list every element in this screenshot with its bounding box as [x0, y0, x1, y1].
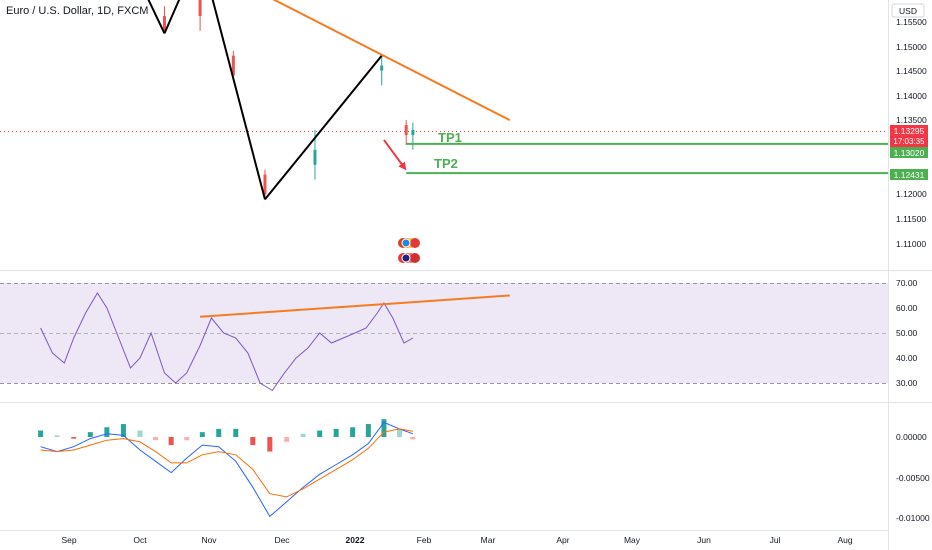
macd-axis[interactable]: 0.00000 -0.00500 -0.01000 — [896, 432, 930, 523]
rsi-tick: 50.00 — [896, 328, 918, 338]
event-flag-icon[interactable] — [401, 238, 411, 248]
zigzag-segment[interactable] — [264, 55, 383, 201]
time-label: 2022 — [346, 535, 365, 545]
price-axis[interactable]: USD 1.15500 1.15000 1.14500 1.14000 1.13… — [890, 3, 928, 249]
macd-line — [40, 421, 414, 518]
price-tick: 1.14000 — [896, 91, 927, 101]
target-levels[interactable] — [383, 139, 888, 175]
time-label: Mar — [481, 535, 496, 545]
trendline-segment[interactable] — [219, 0, 511, 122]
candle-body — [198, 0, 202, 17]
rsi-tick: 30.00 — [896, 378, 918, 388]
macd-histogram-bar — [184, 437, 190, 441]
price-tick: 1.15000 — [896, 42, 927, 52]
macd-histogram-bar — [168, 437, 174, 446]
macd-tick: 0.00000 — [896, 432, 927, 442]
rsi-line — [40, 292, 414, 392]
macd-tick: -0.01000 — [896, 513, 930, 523]
macd-histogram-bar — [365, 424, 371, 437]
time-label: Dec — [274, 535, 290, 545]
macd-histogram-bar — [216, 428, 222, 437]
macd-histogram-bar — [233, 428, 239, 437]
candle-body — [411, 130, 415, 135]
candle-body — [380, 65, 384, 71]
price-tick: 1.15500 — [896, 17, 927, 27]
macd-histogram-bar — [410, 437, 416, 440]
time-label: Sep — [61, 535, 76, 545]
macd-histogram-bar — [284, 437, 290, 442]
macd-histogram-bar — [267, 437, 273, 452]
time-axis[interactable]: Sep Oct Nov Dec 2022 Feb Mar Apr May Jun… — [61, 535, 852, 545]
price-tick: 1.11500 — [896, 214, 926, 224]
economic-events-icons[interactable] — [398, 238, 420, 263]
macd-histogram-bar — [38, 430, 44, 437]
last-price-value: 1.13295 — [894, 126, 925, 136]
event-flag-icon[interactable] — [410, 253, 420, 263]
signal-line — [40, 428, 413, 498]
descending-trendline[interactable] — [219, 0, 511, 122]
event-flag-icon[interactable] — [401, 253, 411, 263]
macd-histogram-bar — [300, 433, 306, 437]
price-tick: 1.11000 — [896, 239, 926, 249]
down-arrow[interactable] — [383, 139, 407, 171]
symbol-title[interactable]: Euro / U.S. Dollar, 1D, FXCM — [6, 5, 148, 17]
time-label: Apr — [556, 535, 569, 545]
rsi-divergence-line[interactable] — [200, 294, 510, 318]
time-label: Jul — [770, 535, 781, 545]
time-label: Feb — [417, 535, 432, 545]
zigzag-segment[interactable] — [74, 0, 166, 34]
tp1-label: TP1 — [438, 130, 462, 145]
rsi-tick: 60.00 — [896, 303, 918, 313]
tp1-price-tag — [890, 147, 928, 158]
macd-histogram-bar — [153, 437, 159, 441]
price-tick: 1.14500 — [896, 66, 927, 76]
macd-histogram-bar — [397, 428, 403, 437]
macd-histogram-bar — [104, 427, 110, 437]
price-tick: 1.12000 — [896, 189, 927, 199]
macd-histogram-bar — [54, 435, 60, 437]
zigzag-segment[interactable] — [200, 0, 266, 200]
event-flag-icon[interactable] — [410, 238, 420, 248]
candle-body — [404, 125, 408, 135]
macd-tick: -0.00500 — [896, 473, 930, 483]
rsi-axis[interactable]: 70.00 60.00 50.00 40.00 30.00 — [896, 278, 918, 388]
rsi-tick: 70.00 — [896, 278, 918, 288]
macd-histogram-bar — [381, 419, 387, 437]
zigzag-segment[interactable] — [163, 0, 200, 34]
time-label: Oct — [133, 535, 147, 545]
macd-histogram-bar — [87, 432, 93, 437]
macd-histogram-bar — [350, 427, 356, 437]
macd-histogram-bar — [250, 437, 256, 446]
time-label: Jun — [697, 535, 711, 545]
zigzag-lines[interactable] — [41, 0, 383, 201]
tp1-price-value: 1.13020 — [894, 148, 925, 158]
rsi-tick: 40.00 — [896, 353, 918, 363]
last-price-tag — [890, 125, 928, 147]
macd-series — [38, 419, 416, 518]
macd-histogram-bar — [333, 428, 339, 437]
price-tick: 1.13500 — [896, 115, 927, 125]
time-label: Aug — [837, 535, 852, 545]
tp2-label: TP2 — [434, 156, 458, 171]
macd-histogram-bar — [137, 430, 143, 437]
bar-countdown: 17:03:35 — [893, 137, 925, 146]
macd-histogram-bar — [71, 437, 77, 439]
tp2-price-tag — [890, 169, 928, 180]
candle-body — [162, 16, 166, 31]
macd-histogram-bar — [199, 432, 205, 437]
currency-label: USD — [899, 6, 917, 16]
candle-body — [263, 174, 267, 195]
time-label: May — [624, 535, 641, 545]
macd-histogram-bar — [120, 424, 126, 437]
macd-histogram-bar — [317, 430, 323, 437]
tp2-price-value: 1.12431 — [894, 170, 925, 180]
currency-badge[interactable] — [891, 3, 925, 18]
rsi-series — [40, 292, 510, 392]
time-label: Nov — [201, 535, 217, 545]
candle-body — [313, 149, 317, 165]
candle-body — [231, 55, 235, 76]
